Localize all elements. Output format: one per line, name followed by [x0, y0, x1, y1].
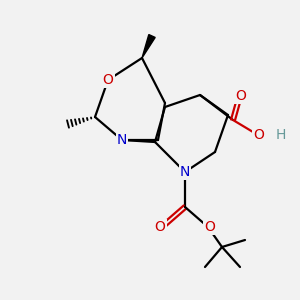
Text: O: O [205, 220, 215, 234]
Text: N: N [180, 165, 190, 179]
Text: O: O [103, 73, 113, 87]
Polygon shape [142, 34, 155, 58]
Text: O: O [254, 128, 264, 142]
Text: N: N [117, 133, 127, 147]
Text: O: O [154, 220, 165, 234]
Text: H: H [276, 128, 286, 142]
Text: O: O [236, 89, 246, 103]
